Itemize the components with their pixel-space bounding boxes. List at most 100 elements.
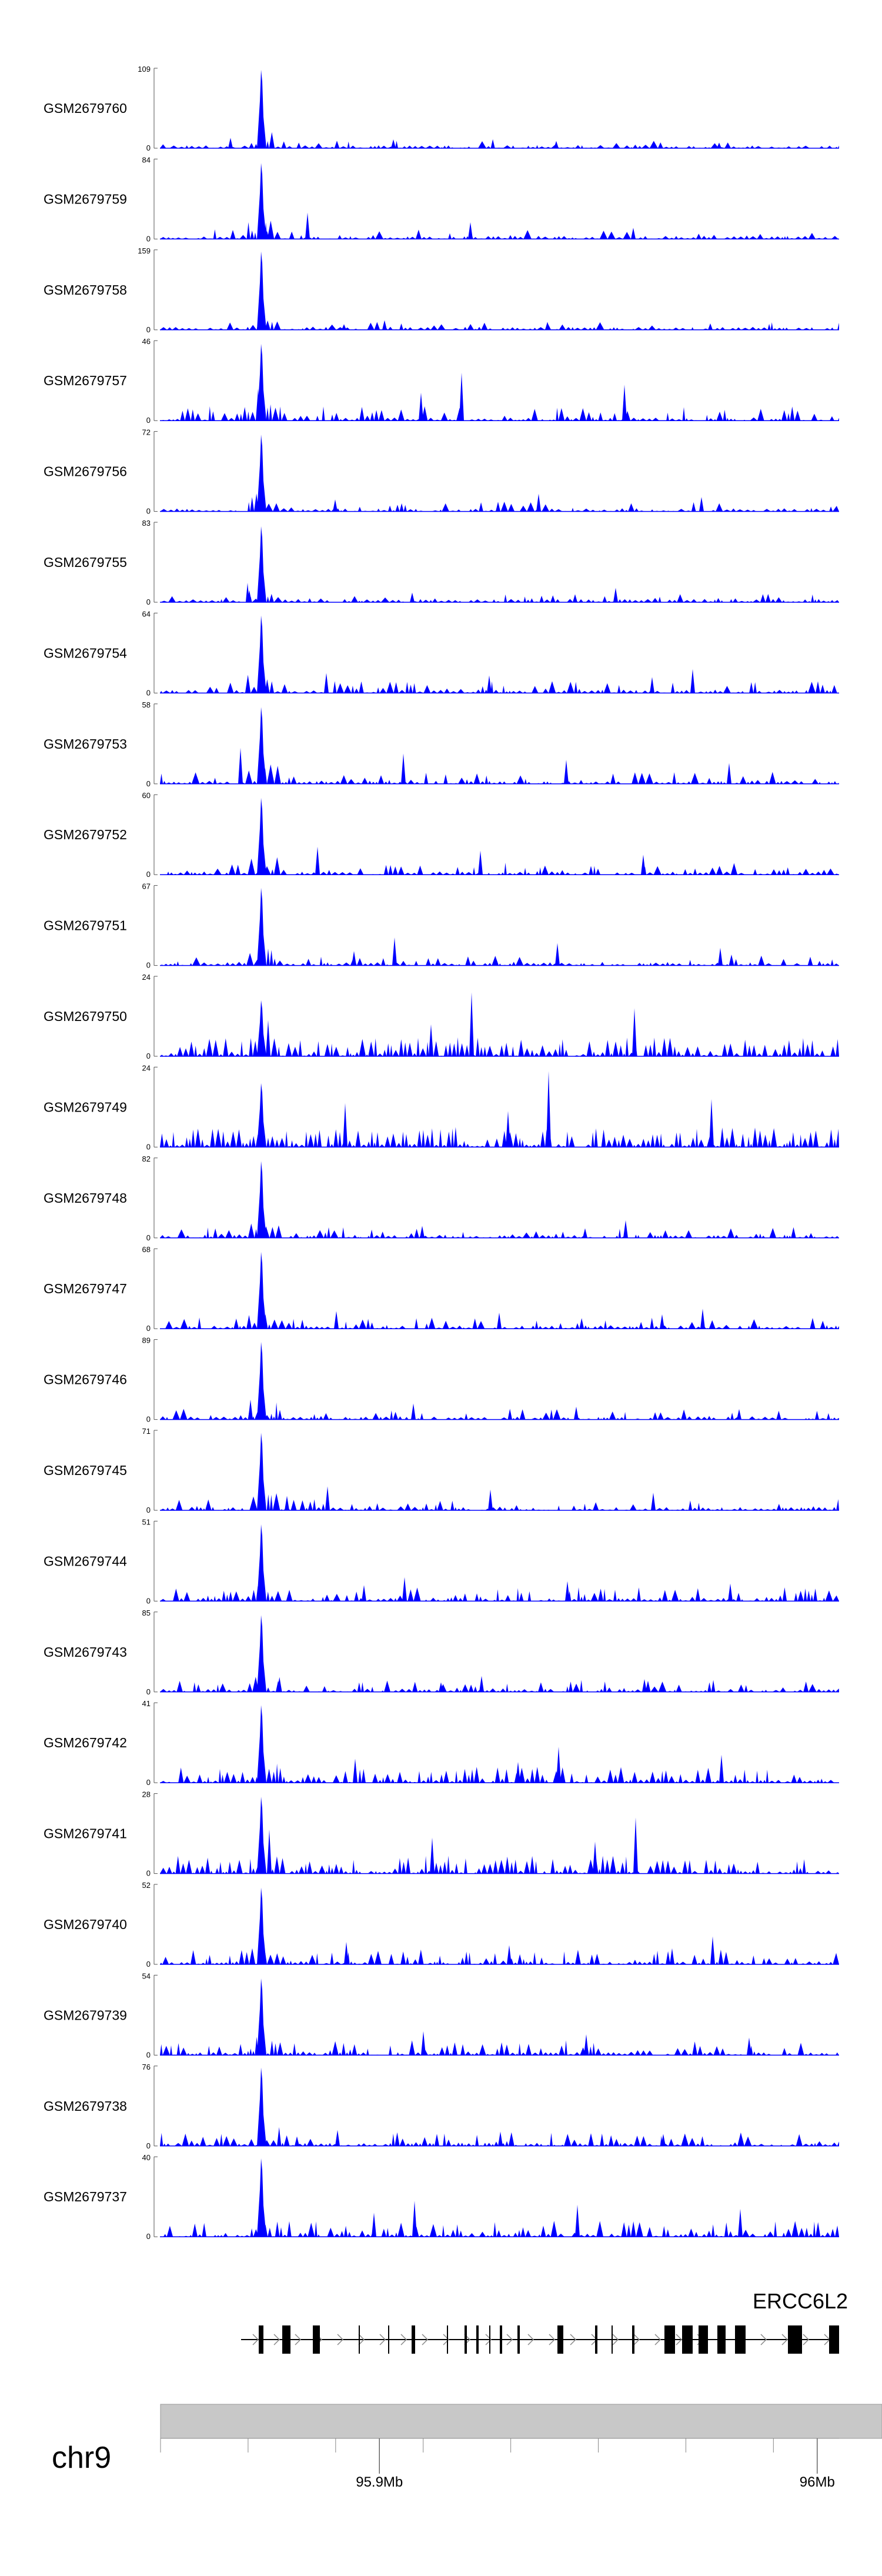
track-label: GSM2679760: [44, 101, 127, 116]
secondary-spike: [267, 1829, 272, 1874]
secondary-spike: [708, 323, 713, 330]
gene-exon: [735, 2325, 746, 2354]
strand-arrow: [273, 2334, 280, 2345]
secondary-spike: [305, 212, 310, 239]
secondary-spike: [478, 850, 483, 875]
track-label: GSM2679748: [44, 1190, 127, 1206]
track-ymax-label: 28: [142, 1790, 151, 1799]
secondary-spike: [536, 493, 541, 512]
coverage-area: [160, 673, 839, 693]
secondary-spike: [719, 1754, 724, 1783]
secondary-spike: [372, 2213, 376, 2237]
secondary-spike: [747, 2037, 751, 2056]
secondary-spike: [727, 763, 731, 784]
track-label: GSM2679737: [44, 2189, 127, 2204]
secondary-spike: [335, 2130, 340, 2146]
secondary-spike: [545, 322, 550, 330]
secondary-spike: [661, 2134, 666, 2146]
strand-arrow: [422, 2334, 429, 2345]
secondary-spike: [353, 1759, 358, 1783]
secondary-spike: [507, 1945, 512, 1964]
gene-exon: [632, 2325, 634, 2354]
secondary-spike: [496, 502, 500, 512]
gene-exon: [557, 2325, 563, 2354]
secondary-spike: [324, 673, 329, 693]
secondary-spike: [506, 1111, 510, 1147]
track-ymax-label: 71: [142, 1427, 151, 1436]
peak-signal: [257, 1524, 266, 1601]
secondary-spike: [429, 1024, 433, 1056]
secondary-spike: [352, 951, 356, 966]
secondary-spike: [556, 1747, 561, 1783]
track-ymin-label: 0: [146, 1233, 151, 1242]
strand-arrow: [760, 2334, 767, 2345]
track-ymin-label: 0: [146, 1052, 151, 1060]
coverage-area: [160, 1583, 839, 1601]
track-GSM2679754: GSM2679754 64 0: [44, 609, 839, 697]
strand-arrow: [612, 2334, 619, 2345]
track-ymax-label: 41: [142, 1699, 151, 1708]
secondary-spike: [411, 1403, 416, 1420]
secondary-spike: [248, 1399, 253, 1420]
secondary-spike: [650, 677, 654, 693]
coverage-area: [160, 1127, 839, 1147]
track-ymin-label: 0: [146, 1324, 151, 1333]
gene-exon: [282, 2325, 290, 2354]
track-GSM2679743: GSM2679743 85 0: [44, 1609, 839, 1696]
gene-exon: [717, 2325, 726, 2354]
track-ymin-label: 0: [146, 1687, 151, 1696]
secondary-spike: [699, 497, 704, 512]
track-GSM2679758: GSM2679758 159 0: [44, 246, 839, 334]
track-ymax-label: 82: [142, 1154, 151, 1163]
strand-arrow: [506, 2334, 513, 2345]
peak-signal: [257, 435, 266, 512]
secondary-spike: [709, 1099, 714, 1147]
track-label: GSM2679747: [44, 1281, 127, 1296]
track-ymax-label: 24: [142, 1063, 151, 1072]
peak-signal: [257, 1433, 266, 1510]
peak-signal: [257, 887, 266, 966]
track-ymin-label: 0: [146, 2232, 151, 2241]
gene-exon: [447, 2325, 448, 2354]
track-ymin-label: 0: [146, 2050, 151, 2059]
peak-signal: [257, 798, 266, 875]
strand-arrow: [654, 2334, 662, 2345]
strand-arrow: [485, 2334, 492, 2345]
track-label: GSM2679745: [44, 1463, 127, 1478]
peak-signal: [257, 1887, 266, 1964]
track-ymax-label: 51: [142, 1517, 151, 1526]
secondary-spike: [613, 588, 618, 602]
chromosome-band: [160, 2404, 882, 2439]
secondary-spike: [402, 1577, 407, 1601]
gene-exon: [359, 2325, 360, 2354]
secondary-spike: [266, 1020, 270, 1056]
track-GSM2679757: GSM2679757 46 0: [44, 337, 839, 425]
chromosome-label: chr9: [52, 2441, 111, 2475]
peak-signal: [257, 1000, 266, 1056]
track-label: GSM2679757: [44, 373, 127, 388]
track-label: GSM2679753: [44, 736, 127, 752]
track-GSM2679737: GSM2679737 40 0: [44, 2153, 839, 2241]
track-GSM2679741: GSM2679741 28 0: [44, 1790, 839, 1878]
secondary-spike: [392, 937, 397, 966]
track-label: GSM2679749: [44, 1099, 127, 1115]
secondary-spike: [325, 1486, 330, 1510]
secondary-spike: [728, 1583, 733, 1601]
peak-signal: [257, 343, 266, 421]
track-ymin-label: 0: [146, 1142, 151, 1151]
track-ymax-label: 85: [142, 1609, 151, 1617]
secondary-spike: [342, 324, 346, 330]
coverage-area: [160, 583, 839, 602]
track-GSM2679759: GSM2679759 84 0: [44, 155, 839, 243]
peak-signal: [257, 526, 266, 602]
coverage-area: [160, 221, 839, 239]
secondary-spike: [410, 592, 415, 602]
chromosome-ideogram: chr9: [52, 2404, 882, 2475]
secondary-spike: [247, 590, 252, 602]
track-label: GSM2679741: [44, 1826, 127, 1841]
coverage-area: [160, 948, 839, 966]
track-ymax-label: 67: [142, 882, 151, 891]
track-ymax-label: 83: [142, 519, 151, 528]
secondary-spike: [623, 1220, 628, 1238]
